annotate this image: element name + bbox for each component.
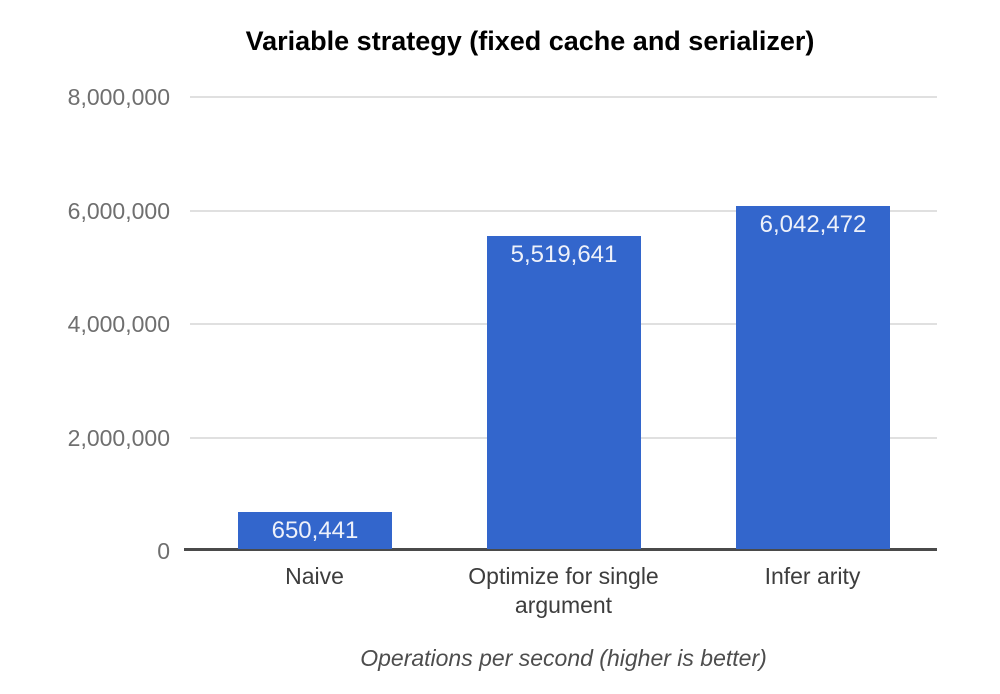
y-tick-label: 4,000,000 bbox=[67, 311, 170, 337]
y-tick-label: 6,000,000 bbox=[67, 197, 170, 224]
x-category-label: Optimize for single argument bbox=[468, 563, 659, 618]
bar: 650,441 bbox=[238, 512, 392, 549]
bar-value-label: 650,441 bbox=[271, 517, 359, 544]
gridline bbox=[190, 96, 937, 98]
bar: 6,042,472 bbox=[736, 206, 890, 549]
y-tick-label: 0 bbox=[157, 538, 170, 564]
y-tick-label: 8,000,000 bbox=[67, 84, 170, 110]
x-category-label: Infer arity bbox=[764, 563, 861, 589]
bar-value-label: 6,042,472 bbox=[759, 211, 867, 238]
bar-value-label: 5,519,641 bbox=[510, 241, 618, 268]
chart-title: Variable strategy (fixed cache and seria… bbox=[245, 26, 815, 56]
x-axis: Naive Optimize for single argument Infer a… bbox=[190, 562, 937, 626]
x-axis-title: Operations per second (higher is better) bbox=[360, 645, 767, 671]
gridline bbox=[190, 209, 937, 212]
x-axis-baseline bbox=[184, 548, 937, 551]
bar: 5,519,641 bbox=[487, 236, 641, 549]
y-axis: 0 2,000,000 4,000,000 6,000,000 8,000,000 bbox=[0, 0, 170, 694]
y-tick-label: 2,000,000 bbox=[67, 424, 170, 451]
plot-area: 650,441 5,519,641 6,042,472 bbox=[184, 96, 937, 551]
x-category-label: Naive bbox=[285, 563, 344, 589]
